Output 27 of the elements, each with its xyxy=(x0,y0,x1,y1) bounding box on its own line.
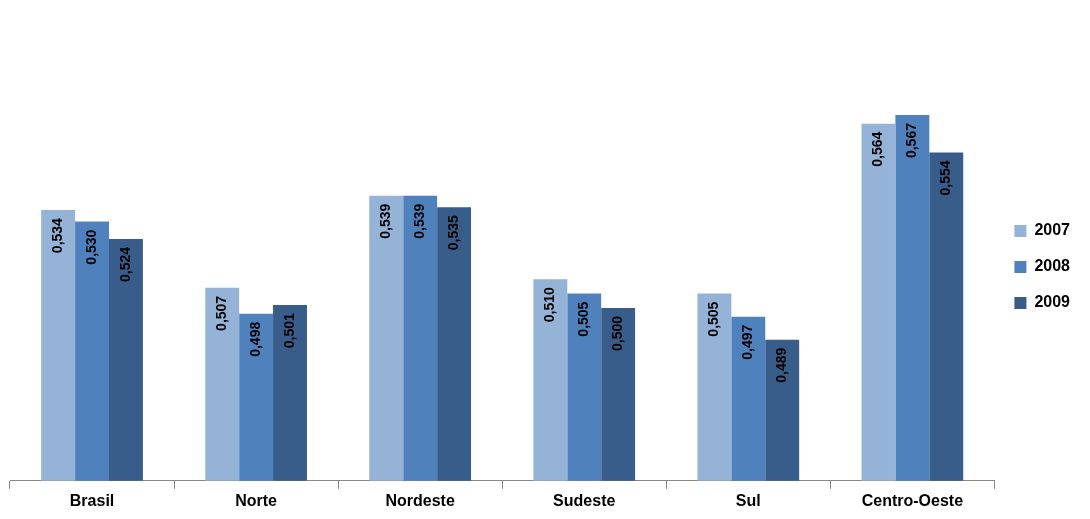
x-tick-label: Centro-Oeste xyxy=(861,491,964,509)
legend-label: 2009 xyxy=(1034,293,1071,311)
data-label: 0,489 xyxy=(773,347,790,383)
x-tick-label: Nordeste xyxy=(385,491,455,509)
data-label: 0,564 xyxy=(869,131,886,167)
data-label: 0,507 xyxy=(213,295,230,331)
x-tick-label: Brasil xyxy=(69,491,115,509)
data-label: 0,510 xyxy=(541,287,558,323)
x-tick-label: Norte xyxy=(235,491,278,509)
data-label: 0,539 xyxy=(411,203,428,239)
data-label: 0,554 xyxy=(937,160,954,196)
x-tick-label: Sudeste xyxy=(553,491,616,509)
data-label: 0,539 xyxy=(377,203,394,239)
data-label: 0,497 xyxy=(739,324,756,360)
data-label: 0,505 xyxy=(705,301,722,337)
legend-label: 2007 xyxy=(1034,221,1071,239)
data-label: 0,534 xyxy=(48,217,65,254)
data-label: 0,500 xyxy=(609,315,625,352)
legend-label: 2008 xyxy=(1034,257,1071,275)
data-label: 0,498 xyxy=(246,321,263,357)
data-label: 0,501 xyxy=(280,312,297,349)
data-label: 0,535 xyxy=(444,215,461,251)
data-label: 0,567 xyxy=(903,122,920,159)
data-label: 0,505 xyxy=(575,301,592,337)
data-label: 0,524 xyxy=(116,246,133,282)
x-tick-label: Sul xyxy=(735,491,761,509)
data-label: 0,530 xyxy=(82,229,99,265)
